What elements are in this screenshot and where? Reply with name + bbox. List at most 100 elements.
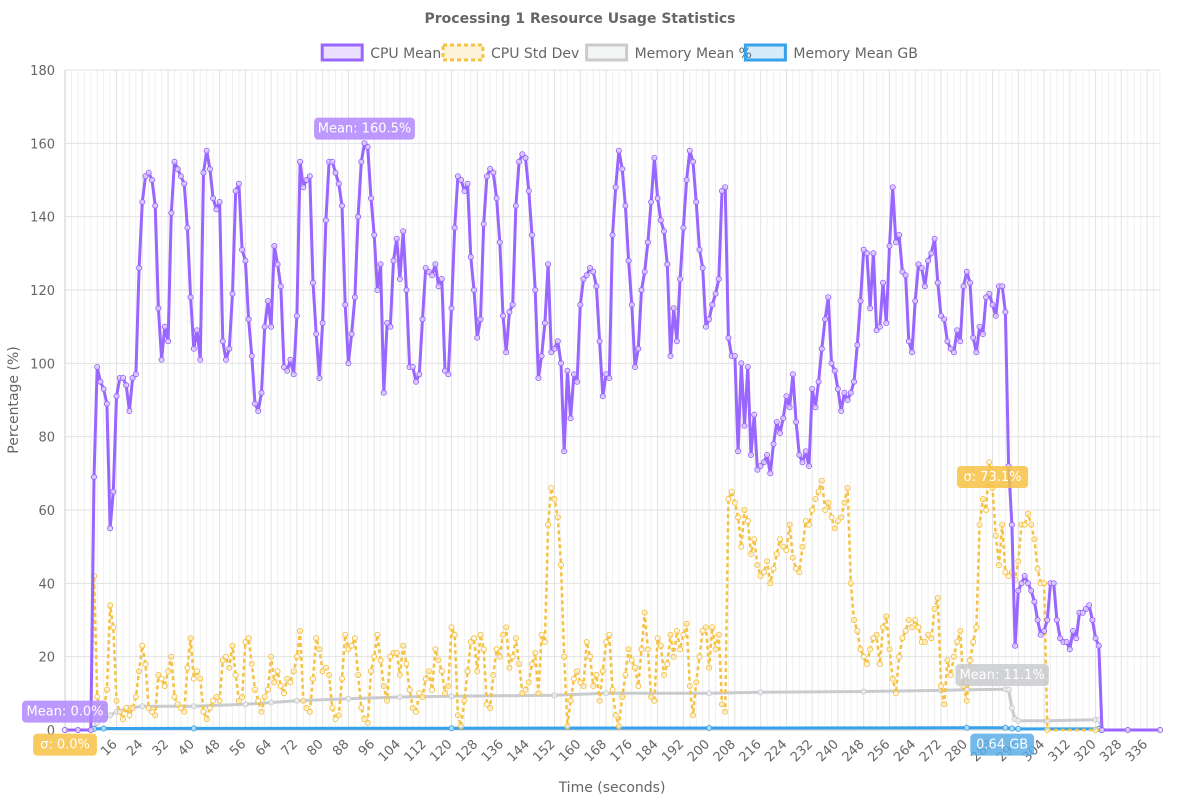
data-point (1095, 642, 1102, 649)
data-point (351, 294, 358, 301)
data-point (841, 389, 848, 396)
data-point (619, 694, 626, 700)
data-point (1021, 573, 1028, 579)
x-tick-label: 48 (201, 737, 223, 759)
data-point (1086, 602, 1093, 609)
data-point (187, 294, 194, 301)
legend-item[interactable]: Memory Mean GB (743, 43, 918, 62)
annotations: Mean: 160.5% Mean: 0.0% σ: 0.0% σ: 73.1% Mea… (22, 117, 1049, 756)
data-point (319, 320, 326, 326)
legend[interactable]: CPU Mean CPU Std Dev Memory Mean % Memory M… (320, 43, 918, 62)
data-point (615, 147, 622, 154)
data-point (693, 199, 700, 205)
data-point (277, 683, 284, 689)
data-point (934, 279, 941, 286)
data-point (277, 283, 284, 290)
data-point (973, 349, 980, 356)
data-point (329, 158, 336, 165)
data-point (709, 301, 716, 308)
data-point (136, 668, 143, 675)
data-point (364, 719, 371, 726)
x-tick-label: 320 (1071, 737, 1099, 765)
data-point (158, 356, 165, 363)
data-point (670, 305, 677, 312)
data-point (731, 499, 738, 506)
data-point (719, 188, 725, 194)
data-point (651, 697, 658, 704)
x-tick-label: 40 (176, 737, 198, 759)
data-point (387, 653, 394, 660)
data-point (538, 631, 545, 638)
data-point (281, 690, 287, 697)
data-point (744, 364, 751, 370)
data-point (751, 536, 758, 543)
data-point (767, 470, 774, 477)
data-point (622, 672, 629, 678)
data-point (480, 646, 487, 653)
data-point (844, 485, 851, 491)
data-point (342, 301, 349, 308)
data-point (834, 518, 841, 524)
data-point (200, 708, 207, 715)
data-point (348, 642, 355, 649)
data-point (847, 389, 854, 396)
data-point (651, 155, 658, 161)
annotation-box (33, 733, 97, 756)
data-point (683, 620, 690, 627)
data-point (535, 690, 542, 697)
data-point (219, 338, 226, 345)
data-point (139, 199, 146, 205)
annotation-text: 0.64 GB (976, 738, 1028, 753)
data-point (339, 202, 345, 209)
data-point (103, 400, 110, 407)
legend-item[interactable]: CPU Std Dev (441, 43, 579, 62)
annotation-label: Mean: 160.5% (314, 117, 415, 140)
annotation-label: σ: 73.1% (956, 466, 1029, 488)
data-point (967, 279, 973, 286)
series-points-0 (62, 140, 1163, 733)
data-point (126, 408, 133, 414)
data-point (809, 386, 816, 392)
data-point (100, 386, 107, 392)
data-point (912, 617, 919, 623)
legend-item[interactable]: CPU Mean (320, 43, 441, 62)
data-point (358, 158, 365, 165)
data-point (838, 408, 845, 414)
data-point (970, 639, 977, 645)
data-point (854, 628, 861, 634)
data-point (413, 378, 419, 385)
data-point (590, 268, 597, 275)
legend-item[interactable]: Memory Mean % (585, 43, 752, 62)
data-point (509, 653, 516, 660)
data-point (332, 716, 339, 722)
data-point (551, 692, 558, 699)
x-tick-label: 240 (814, 737, 842, 765)
data-point (174, 166, 181, 172)
data-point (213, 206, 220, 213)
legend-swatch (441, 43, 485, 62)
data-point (973, 624, 980, 631)
data-point (242, 701, 249, 708)
data-point (306, 173, 313, 180)
data-point (548, 349, 555, 356)
data-point (806, 463, 812, 469)
data-point (892, 690, 899, 697)
data-point (593, 283, 600, 290)
data-point (361, 716, 368, 722)
annotation-text: Mean: 11.1% (960, 668, 1045, 683)
legend-swatch (585, 43, 629, 62)
x-tick-label: 32 (150, 737, 172, 759)
data-point (577, 679, 584, 686)
data-point (783, 393, 790, 400)
data-point (590, 683, 597, 689)
data-point (136, 265, 143, 271)
data-point (809, 507, 816, 513)
data-point (796, 569, 803, 576)
data-point (1099, 727, 1105, 733)
y-tick-label: 40 (38, 577, 55, 592)
data-point (686, 147, 693, 154)
data-point (963, 724, 970, 731)
x-tick-label: 168 (582, 737, 610, 765)
data-point (297, 628, 304, 634)
